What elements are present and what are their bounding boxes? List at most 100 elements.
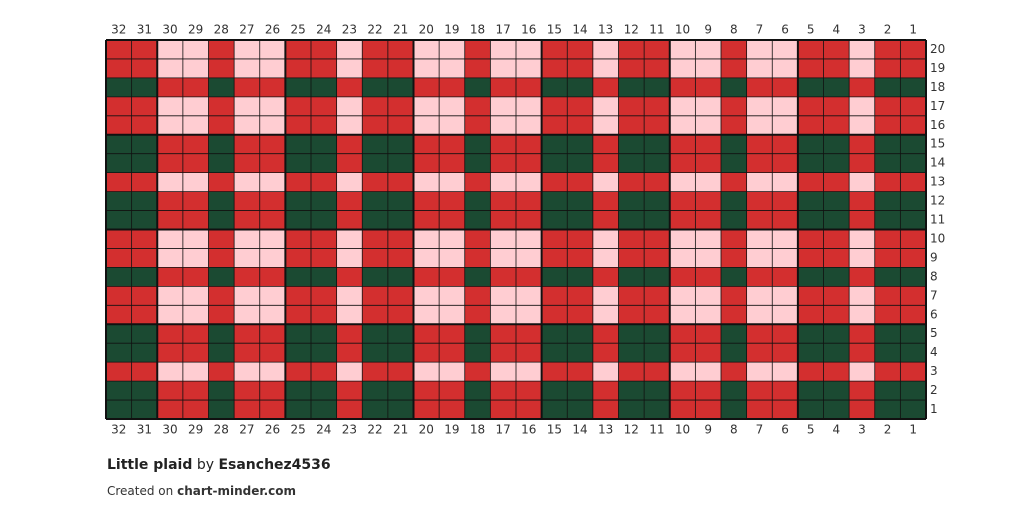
cell	[618, 248, 645, 268]
cell	[336, 115, 363, 135]
cell	[644, 115, 670, 135]
cell	[823, 324, 850, 344]
column-label: 19	[444, 423, 459, 437]
row-label: 3	[930, 364, 938, 378]
cell	[900, 77, 926, 97]
column-label: 24	[316, 23, 331, 37]
cell	[234, 96, 260, 116]
cell	[721, 115, 747, 135]
cell	[567, 343, 593, 363]
cell	[234, 153, 260, 173]
cell	[695, 210, 721, 230]
cell	[618, 362, 645, 382]
cell	[797, 77, 824, 97]
cell	[311, 362, 337, 382]
cell	[644, 172, 670, 192]
cell	[387, 40, 414, 59]
cell	[746, 324, 773, 344]
cell	[541, 40, 568, 59]
cell	[490, 286, 516, 306]
cell	[669, 248, 696, 268]
cell	[336, 77, 363, 97]
cell	[823, 343, 850, 363]
cell	[157, 286, 183, 306]
cell	[772, 324, 798, 344]
cell	[336, 153, 363, 173]
cell	[695, 248, 721, 268]
cell	[900, 58, 926, 78]
cell	[823, 96, 850, 116]
cell	[746, 305, 773, 325]
cell	[362, 40, 388, 59]
footer: Created on chart-minder.com	[107, 484, 296, 498]
cell	[644, 286, 670, 306]
column-label: 29	[188, 23, 203, 37]
cell	[900, 381, 926, 401]
column-label: 27	[239, 23, 254, 37]
cell	[131, 40, 158, 59]
cell	[464, 40, 491, 59]
column-label: 14	[572, 23, 587, 37]
cell	[541, 172, 568, 192]
cell	[669, 362, 696, 382]
cell	[106, 286, 132, 306]
cell	[362, 96, 388, 116]
cell	[823, 172, 850, 192]
cell	[900, 267, 926, 287]
cell	[592, 96, 619, 116]
cell	[592, 191, 619, 211]
cell	[311, 40, 337, 59]
cell	[464, 324, 491, 344]
cell	[157, 40, 183, 59]
cell	[311, 77, 337, 97]
cell	[336, 40, 363, 59]
cell	[849, 96, 875, 116]
cell	[234, 191, 260, 211]
cell	[746, 40, 773, 59]
cell	[823, 153, 850, 173]
cell	[182, 40, 209, 59]
column-label: 15	[547, 23, 562, 37]
cell	[516, 153, 542, 173]
chart: 3232313130302929282827272626252524242323…	[105, 23, 945, 437]
cell	[387, 115, 414, 135]
cell	[874, 210, 901, 230]
cell	[336, 400, 363, 419]
cell	[567, 191, 593, 211]
cell	[336, 248, 363, 268]
cell	[797, 324, 824, 344]
cell	[439, 362, 465, 382]
cell	[797, 229, 824, 249]
row-label: 19	[930, 61, 945, 75]
cell	[849, 400, 875, 419]
cell	[823, 362, 850, 382]
cell	[874, 400, 901, 419]
cell	[464, 343, 491, 363]
cell	[823, 58, 850, 78]
cell	[874, 153, 901, 173]
cell	[157, 115, 183, 135]
cell	[234, 134, 260, 154]
cell	[592, 115, 619, 135]
cell	[208, 286, 235, 306]
row-label: 12	[930, 194, 945, 208]
cell	[900, 115, 926, 135]
cell	[823, 210, 850, 230]
cell	[182, 191, 209, 211]
cell	[669, 305, 696, 325]
row-label: 2	[930, 383, 938, 397]
cell	[131, 381, 158, 401]
column-label: 13	[598, 423, 613, 437]
cell	[900, 153, 926, 173]
column-label: 17	[496, 423, 511, 437]
column-label: 8	[730, 23, 738, 37]
cell	[259, 40, 286, 59]
cell	[772, 248, 798, 268]
cell	[362, 115, 388, 135]
cell	[490, 58, 516, 78]
cell	[849, 267, 875, 287]
cell	[439, 286, 465, 306]
cell	[592, 210, 619, 230]
cell	[772, 286, 798, 306]
cell	[592, 248, 619, 268]
